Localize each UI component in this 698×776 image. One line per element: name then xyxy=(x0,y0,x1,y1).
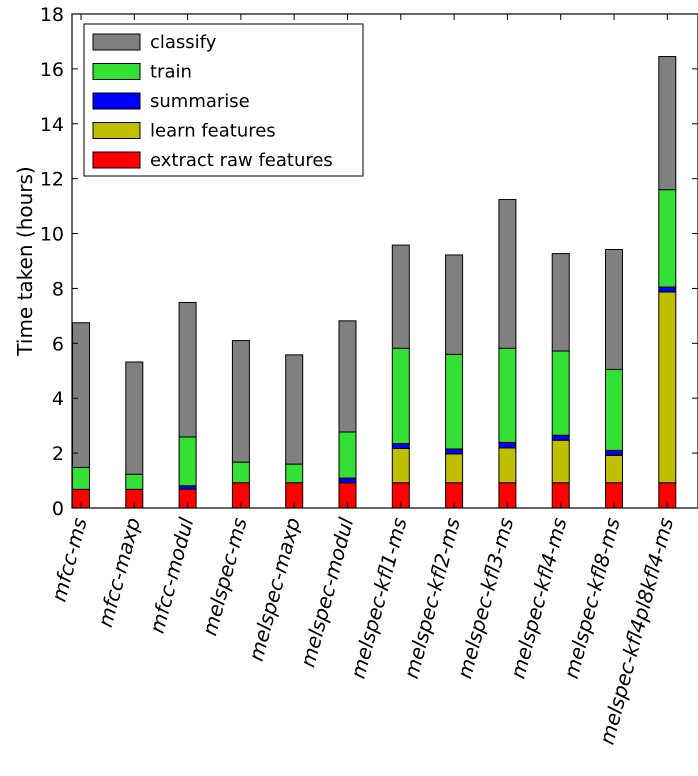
y-tick-label: 16 xyxy=(40,59,64,81)
bar-segment-summarise-melspec-kfl2-ms xyxy=(445,448,464,455)
legend-label: summarise xyxy=(150,91,250,112)
x-category-label: melspec-kfl1-ms xyxy=(346,515,412,681)
x-category-label: melspec-maxp xyxy=(244,515,305,663)
y-tick-label: 0 xyxy=(52,498,64,520)
legend-swatch-train xyxy=(92,63,141,80)
x-category-label: melspec-ms xyxy=(197,515,251,638)
bar-segment-summarise-melspec-kfl1-ms xyxy=(391,443,410,449)
bar-segment-summarise-mfcc-modul xyxy=(178,485,197,490)
legend-swatch-learn-features xyxy=(92,122,141,139)
bar-segment-classify-mfcc-maxp xyxy=(125,361,144,475)
legend-label: classify xyxy=(150,32,217,53)
bar-segment-learn-features-melspec-kfl8-ms xyxy=(605,454,623,484)
bar-segment-summarise-melspec-kfl4pl8kfl4-ms xyxy=(658,286,677,293)
bar-segment-train-melspec-kfl3-ms xyxy=(498,347,517,443)
y-tick-label: 18 xyxy=(40,4,64,26)
bar-segment-train-melspec-kfl8-ms xyxy=(605,368,623,451)
plot-frame xyxy=(71,13,698,509)
x-category-label: mfcc-ms xyxy=(46,515,91,604)
x-category-label: melspec-kfl3-ms xyxy=(452,515,518,681)
bar-segment-learn-features-melspec-kfl3-ms xyxy=(498,447,517,484)
bar-segment-classify-mfcc-ms xyxy=(72,322,90,468)
bar-segment-train-mfcc-maxp xyxy=(125,473,144,490)
x-category-label: melspec-modul xyxy=(295,515,358,670)
bar-segment-classify-melspec-modul xyxy=(338,320,357,433)
legend: classify train summarise learn features extr… xyxy=(83,23,364,177)
x-category-label: melspec-kfl4-ms xyxy=(506,515,572,681)
bar-segment-summarise-melspec-kfl4-ms xyxy=(551,434,570,441)
bar-segment-classify-melspec-kfl1-ms xyxy=(391,244,410,349)
bar-segment-classify-melspec-kfl4pl8kfl4-ms xyxy=(658,56,677,191)
bar-segment-train-melspec-kfl1-ms xyxy=(391,347,410,445)
y-tick-label: 4 xyxy=(52,388,64,410)
x-category-label: mfcc-maxp xyxy=(93,515,145,629)
bar-segment-learn-features-melspec-kfl4-ms xyxy=(551,439,570,484)
y-axis-title: Time taken (hours) xyxy=(13,166,37,356)
bar-segment-summarise-melspec-kfl8-ms xyxy=(605,449,623,456)
legend-label: extract raw features xyxy=(150,150,333,171)
bar-segment-classify-melspec-kfl3-ms xyxy=(498,199,517,349)
y-tick-label: 8 xyxy=(52,278,64,300)
legend-swatch-classify xyxy=(92,33,141,51)
bar-segment-train-melspec-kfl4pl8kfl4-ms xyxy=(658,189,677,288)
legend-swatch-summarise xyxy=(92,92,141,110)
bar-segment-summarise-melspec-modul xyxy=(338,477,357,484)
bar-segment-learn-features-melspec-kfl2-ms xyxy=(445,453,464,484)
bar-segment-train-melspec-ms xyxy=(231,461,250,484)
bar-segment-train-melspec-modul xyxy=(338,431,357,479)
x-category-label: melspec-kfl8-ms xyxy=(559,515,625,681)
legend-label: train xyxy=(150,62,192,83)
bar-segment-classify-mfcc-modul xyxy=(178,301,197,438)
legend-swatch-extract-raw-features xyxy=(92,151,141,169)
legend-label: learn features xyxy=(150,121,276,142)
x-category-label: melspec-kfl2-ms xyxy=(399,515,465,681)
bar-segment-summarise-melspec-kfl3-ms xyxy=(498,441,517,449)
bar-segment-train-melspec-maxp xyxy=(285,463,304,484)
bar-segment-train-melspec-kfl4-ms xyxy=(551,350,570,436)
bar-segment-learn-features-melspec-kfl4pl8kfl4-ms xyxy=(658,291,677,484)
bar-segment-classify-melspec-kfl2-ms xyxy=(445,254,464,355)
x-category-label: mfcc-modul xyxy=(145,515,199,636)
bar-segment-classify-melspec-kfl8-ms xyxy=(605,248,623,370)
bar-segment-classify-melspec-kfl4-ms xyxy=(551,253,570,352)
bars-layer xyxy=(72,56,677,509)
bar-segment-classify-melspec-maxp xyxy=(285,354,304,465)
bar-segment-train-mfcc-modul xyxy=(178,436,197,487)
bar-segment-train-mfcc-ms xyxy=(72,466,90,490)
bar-segment-classify-melspec-ms xyxy=(231,340,250,463)
bar-segment-train-melspec-kfl2-ms xyxy=(445,353,464,450)
y-tick-label: 10 xyxy=(40,224,64,246)
y-tick-label: 2 xyxy=(52,443,64,465)
y-tick-label: 12 xyxy=(40,169,64,191)
y-tick-label: 14 xyxy=(40,114,64,136)
bar-segment-learn-features-melspec-kfl1-ms xyxy=(391,447,410,484)
y-tick-label: 6 xyxy=(52,333,64,355)
